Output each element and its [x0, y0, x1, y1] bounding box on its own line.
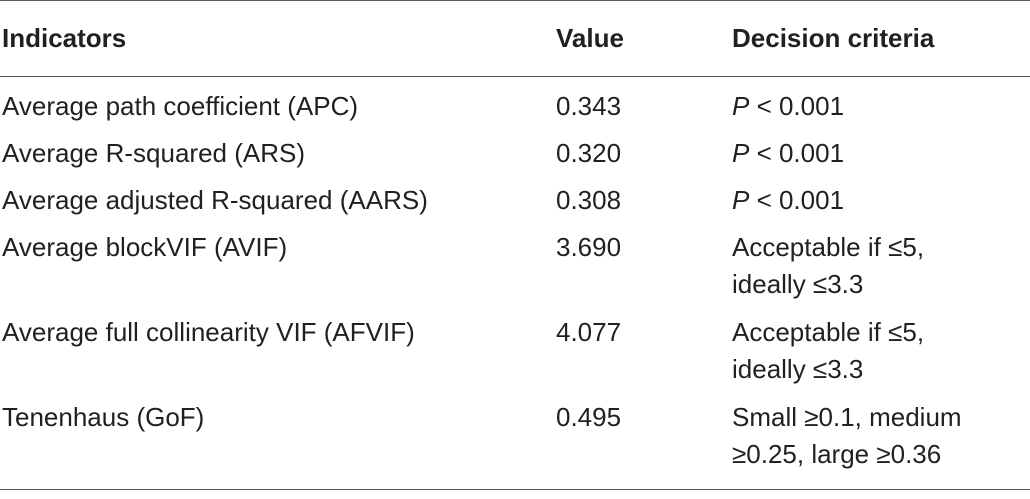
- row-value: 0.495: [556, 399, 732, 490]
- p-symbol: P: [732, 138, 750, 168]
- p-symbol: P: [732, 185, 750, 215]
- row-criteria: Acceptable if ≤5, ideally ≤3.3: [732, 229, 1030, 314]
- header-decision-criteria: Decision criteria: [732, 0, 1030, 77]
- row-indicator: Average full collinearity VIF (AFVIF): [2, 317, 415, 347]
- criteria-line-1: Small ≥0.1, medium: [732, 402, 962, 432]
- table-row: Average blockVIF (AVIF) 3.690 Acceptable…: [0, 229, 1030, 314]
- row-indicator: Average blockVIF (AVIF): [2, 232, 288, 262]
- row-indicator: Tenenhaus (GoF): [0, 399, 556, 490]
- row-criteria: Small ≥0.1, medium ≥0.25, large ≥0.36: [732, 399, 1030, 490]
- criteria-line-1: Acceptable if ≤5,: [732, 317, 925, 347]
- row-value: 3.690: [556, 232, 622, 262]
- criteria-text: < 0.001: [749, 185, 845, 215]
- criteria-line-2: ideally ≤3.3: [732, 354, 864, 384]
- row-indicator: Average adjusted R-squared (AARS): [2, 185, 428, 215]
- criteria-line-2: ideally ≤3.3: [732, 269, 864, 299]
- p-symbol: P: [732, 91, 750, 121]
- table-row: Average full collinearity VIF (AFVIF) 4.…: [0, 314, 1030, 399]
- table-header-row: Indicators Value Decision criteria: [0, 0, 1030, 77]
- row-value: 0.308: [556, 185, 622, 215]
- row-value: 4.077: [556, 317, 622, 347]
- row-indicator: Average R-squared (ARS): [2, 138, 305, 168]
- row-criteria: P < 0.001: [732, 135, 1030, 182]
- criteria-text: < 0.001: [749, 91, 845, 121]
- criteria-text: < 0.001: [749, 138, 845, 168]
- row-criteria: P < 0.001: [732, 182, 1030, 229]
- row-criteria: Acceptable if ≤5, ideally ≤3.3: [732, 314, 1030, 399]
- table-row: Average adjusted R-squared (AARS) 0.308 …: [0, 182, 1030, 229]
- row-value: 0.343: [556, 91, 622, 121]
- header-indicators: Indicators: [0, 0, 556, 77]
- row-criteria: P < 0.001: [732, 77, 1030, 136]
- table-row: Tenenhaus (GoF) 0.495 Small ≥0.1, medium…: [0, 399, 1030, 490]
- criteria-line-2: ≥0.25, large ≥0.36: [732, 439, 942, 469]
- header-value: Value: [556, 0, 732, 77]
- row-indicator: Average path coefficient (APC): [2, 91, 359, 121]
- criteria-line-1: Acceptable if ≤5,: [732, 232, 925, 262]
- table-row: Average R-squared (ARS) 0.320 P < 0.001: [0, 135, 1030, 182]
- row-value: 0.320: [556, 138, 622, 168]
- table-row: Average path coefficient (APC) 0.343 P <…: [0, 77, 1030, 136]
